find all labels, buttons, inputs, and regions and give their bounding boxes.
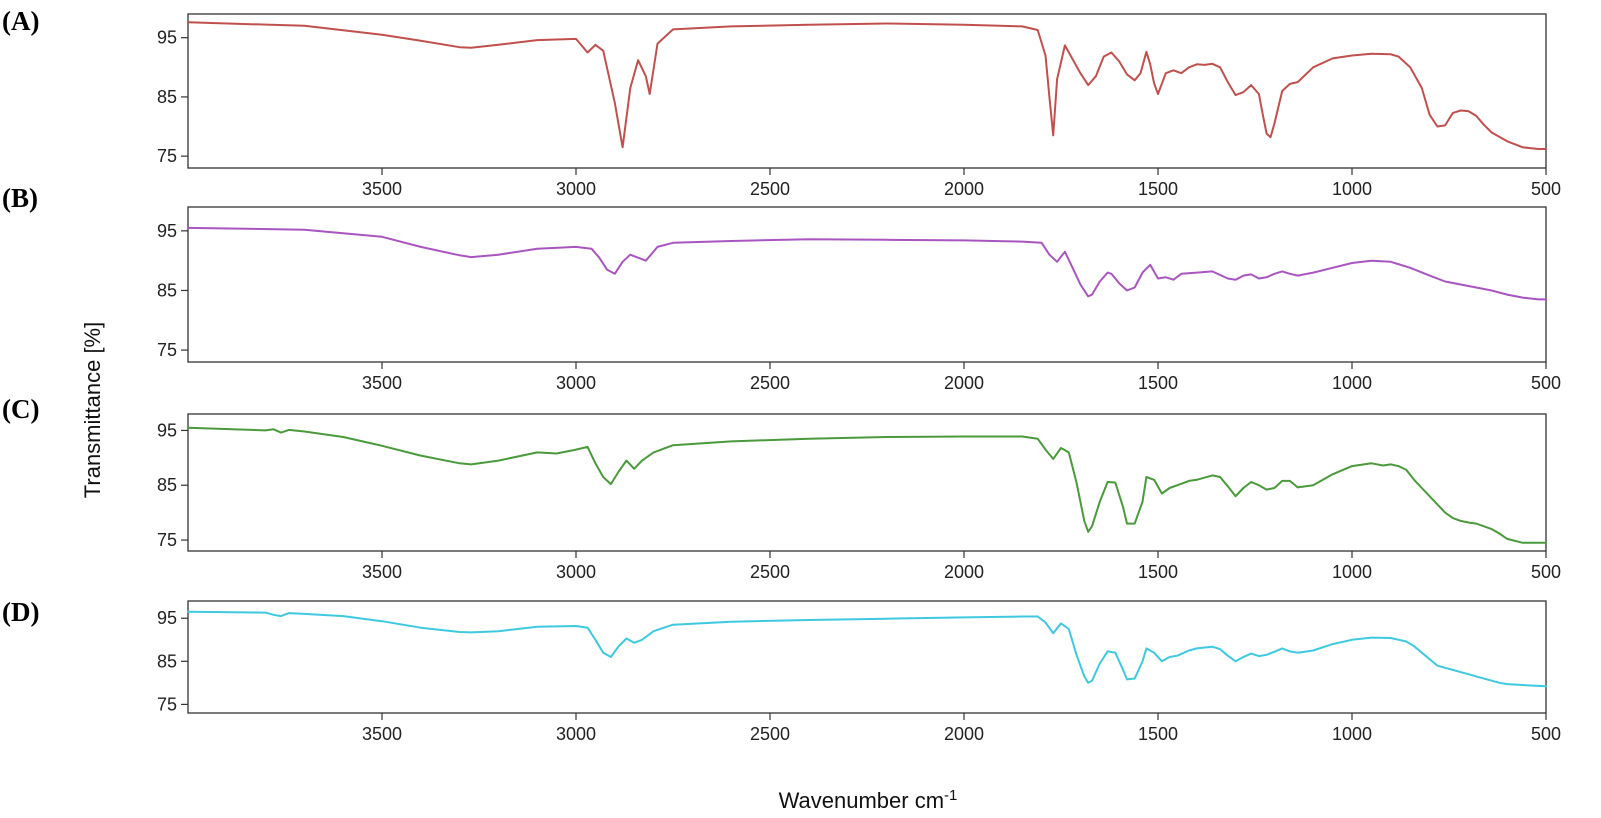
y-tick-label: 85 — [157, 475, 177, 495]
x-tick-label: 500 — [1531, 179, 1561, 199]
panel-d: (D) 75 85 95 3500 3000 2500 2000 1500 1000 500 — [2, 597, 1561, 744]
x-tick-label: 1000 — [1332, 373, 1372, 393]
x-tick-label: 2000 — [944, 179, 984, 199]
x-tick-label: 2000 — [944, 724, 984, 744]
x-tick-label: 1500 — [1138, 179, 1178, 199]
x-tick-label: 2500 — [750, 179, 790, 199]
x-tick-label: 1500 — [1138, 373, 1178, 393]
x-tick-label: 1500 — [1138, 724, 1178, 744]
y-tick-label: 85 — [157, 651, 177, 671]
panel-label: (A) — [2, 6, 39, 36]
x-tick-label: 500 — [1531, 724, 1561, 744]
y-tick-label: 95 — [157, 420, 177, 440]
y-tick-label: 75 — [157, 340, 177, 360]
y-tick-label: 75 — [157, 146, 177, 166]
x-tick-label: 2000 — [944, 373, 984, 393]
panel-c: (C) 75 85 95 3500 3000 2500 2000 1500 1000 500 — [2, 394, 1561, 582]
spectrum-line — [187, 610, 1547, 688]
x-tick-label: 3000 — [556, 724, 596, 744]
x-tick-label: 3500 — [362, 373, 402, 393]
x-tick-label: 1000 — [1332, 724, 1372, 744]
plot-frame — [187, 413, 1547, 552]
plot-frame — [187, 600, 1547, 714]
x-tick-label: 2000 — [944, 562, 984, 582]
panel-b: (B) 75 85 95 3500 3000 2500 2000 1500 1000 500 — [2, 183, 1561, 393]
x-tick-label: 3000 — [556, 562, 596, 582]
x-axis-title-text: Wavenumber cm — [779, 788, 944, 813]
x-tick-label: 3500 — [362, 562, 402, 582]
panel-a: (A) 75 85 95 3500 3000 2500 2000 1500 1000 500 — [2, 6, 1561, 199]
x-tick-label: 2500 — [750, 562, 790, 582]
y-tick-label: 85 — [157, 280, 177, 300]
x-tick-label: 2500 — [750, 373, 790, 393]
x-tick-label: 1000 — [1332, 179, 1372, 199]
y-tick-label: 75 — [157, 530, 177, 550]
x-tick-label: 1000 — [1332, 562, 1372, 582]
plot-frame — [187, 13, 1547, 169]
x-tick-label: 3000 — [556, 179, 596, 199]
spectrum-line — [187, 226, 1547, 301]
x-tick-label: 500 — [1531, 562, 1561, 582]
panel-label: (C) — [2, 394, 39, 424]
spectrum-line — [187, 426, 1547, 544]
x-tick-label: 3500 — [362, 179, 402, 199]
y-tick-label: 85 — [157, 87, 177, 107]
panel-label: (B) — [2, 183, 38, 213]
y-tick-label: 75 — [157, 694, 177, 714]
spectrum-line — [187, 21, 1547, 150]
x-tick-label: 1500 — [1138, 562, 1178, 582]
y-tick-label: 95 — [157, 221, 177, 241]
y-tick-label: 95 — [157, 608, 177, 628]
x-axis-title: Wavenumber cm-1 — [779, 787, 958, 813]
x-tick-label: 2500 — [750, 724, 790, 744]
panel-label: (D) — [2, 597, 39, 627]
x-tick-label: 500 — [1531, 373, 1561, 393]
plot-frame — [187, 206, 1547, 363]
x-axis-title-superscript: -1 — [944, 787, 957, 804]
y-tick-label: 95 — [157, 28, 177, 48]
y-axis-title: Transmittance [%] — [80, 322, 105, 498]
x-tick-label: 3500 — [362, 724, 402, 744]
x-tick-label: 3000 — [556, 373, 596, 393]
